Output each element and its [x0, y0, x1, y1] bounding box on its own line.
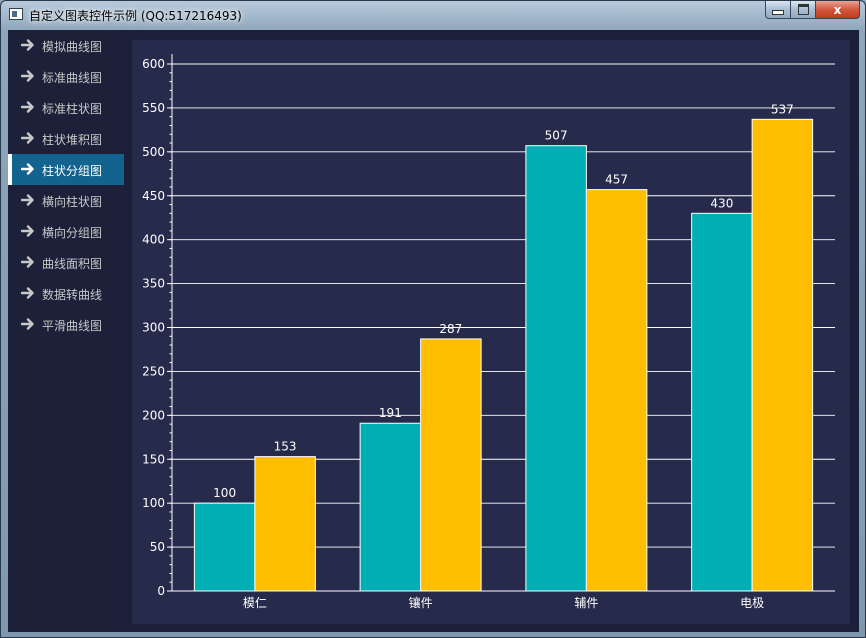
y-tick-label: 450: [142, 189, 165, 203]
arrow-right-icon: [21, 39, 34, 51]
sidebar-item-label: 横向分组图: [42, 226, 103, 240]
bar: [193, 502, 256, 592]
client-area: 模拟曲线图标准曲线图标准柱状图柱状堆积图柱状分组图横向柱状图横向分组图曲线面积图…: [8, 30, 859, 632]
data-label: 191: [379, 406, 402, 420]
y-tick-label: 100: [142, 496, 165, 510]
x-tick-label: 辅件: [574, 596, 598, 610]
close-button[interactable]: x: [816, 1, 860, 19]
sidebar-item-label: 标准曲线图: [42, 71, 103, 85]
sidebar-item-1[interactable]: 模拟曲线图: [8, 30, 124, 61]
bar: [751, 118, 814, 592]
x-tick-label: 电极: [740, 596, 764, 610]
y-tick-label: 50: [150, 540, 165, 554]
x-tick-label: 模仁: [243, 596, 267, 610]
sidebar-item-label: 柱状堆积图: [42, 133, 103, 147]
sidebar: 模拟曲线图标准曲线图标准柱状图柱状堆积图柱状分组图横向柱状图横向分组图曲线面积图…: [8, 30, 124, 632]
data-label: 153: [274, 440, 297, 454]
y-tick-label: 550: [142, 101, 165, 115]
sidebar-item-label: 数据转曲线: [42, 288, 103, 302]
bar: [585, 189, 648, 592]
sidebar-item-4[interactable]: 柱状堆积图: [8, 123, 124, 154]
bar: [359, 422, 422, 592]
arrow-right-icon: [21, 132, 34, 144]
y-tick-label: 350: [142, 277, 165, 291]
sidebar-item-label: 标准柱状图: [42, 102, 103, 116]
x-tick-label: 镶件: [409, 595, 433, 610]
sidebar-item-8[interactable]: 曲线面积图: [8, 247, 124, 278]
data-label: 100: [213, 486, 236, 500]
bar: [420, 338, 482, 592]
data-label: 457: [605, 173, 628, 187]
y-tick-label: 150: [142, 452, 165, 466]
minimize-icon: [772, 10, 784, 15]
arrow-right-icon: [21, 70, 34, 82]
maximize-icon: [797, 4, 809, 15]
window-title: 自定义图表控件示例 (QQ:517216493): [29, 9, 242, 23]
sidebar-item-6[interactable]: 横向柱状图: [8, 185, 124, 216]
sidebar-item-label: 模拟曲线图: [42, 40, 103, 54]
arrow-right-icon: [21, 101, 34, 113]
y-tick-label: 300: [142, 321, 165, 335]
chart-panel: 0 50 100 150 200 250 300 350 400 450 500 550 600 100 1…: [132, 40, 850, 624]
sidebar-item-10[interactable]: 平滑曲线图: [8, 309, 124, 340]
arrow-right-icon: [21, 287, 34, 299]
y-tick-label: 200: [142, 408, 165, 422]
sidebar-item-label: 平滑曲线图: [42, 319, 103, 333]
arrow-right-icon: [21, 225, 34, 237]
grouped-bar-chart: 0 50 100 150 200 250 300 350 400 450 500 550 600 100 1…: [142, 54, 835, 610]
sidebar-item-3[interactable]: 标准柱状图: [8, 92, 124, 123]
y-tick-label: 400: [142, 233, 165, 247]
y-tick-label: 500: [142, 145, 165, 159]
title-bar[interactable]: 自定义图表控件示例 (QQ:517216493) x: [1, 1, 865, 29]
y-tick-label: 250: [142, 364, 165, 378]
sidebar-item-label: 横向柱状图: [42, 195, 103, 209]
sidebar-item-5[interactable]: 柱状分组图: [8, 154, 124, 185]
sidebar-item-7[interactable]: 横向分组图: [8, 216, 124, 247]
sidebar-item-label: 曲线面积图: [42, 257, 103, 271]
arrow-right-icon: [21, 256, 34, 268]
close-icon: x: [833, 2, 842, 17]
bar: [254, 456, 316, 592]
data-label: 537: [771, 102, 794, 116]
arrow-right-icon: [21, 163, 34, 175]
data-label: 507: [545, 129, 568, 143]
arrow-right-icon: [21, 318, 34, 330]
sidebar-item-9[interactable]: 数据转曲线: [8, 278, 124, 309]
caption-buttons: x: [765, 1, 860, 21]
sidebar-item-label: 柱状分组图: [42, 164, 103, 178]
minimize-button[interactable]: [765, 1, 791, 19]
y-tick-label: 0: [157, 584, 165, 598]
maximize-button[interactable]: [791, 1, 816, 19]
y-tick-label: 600: [142, 57, 165, 71]
bar: [691, 212, 753, 592]
app-icon: [9, 8, 23, 20]
data-label: 430: [710, 196, 733, 210]
data-label: 287: [439, 322, 462, 336]
bar: [525, 145, 587, 592]
arrow-right-icon: [21, 194, 34, 206]
sidebar-item-2[interactable]: 标准曲线图: [8, 61, 124, 92]
